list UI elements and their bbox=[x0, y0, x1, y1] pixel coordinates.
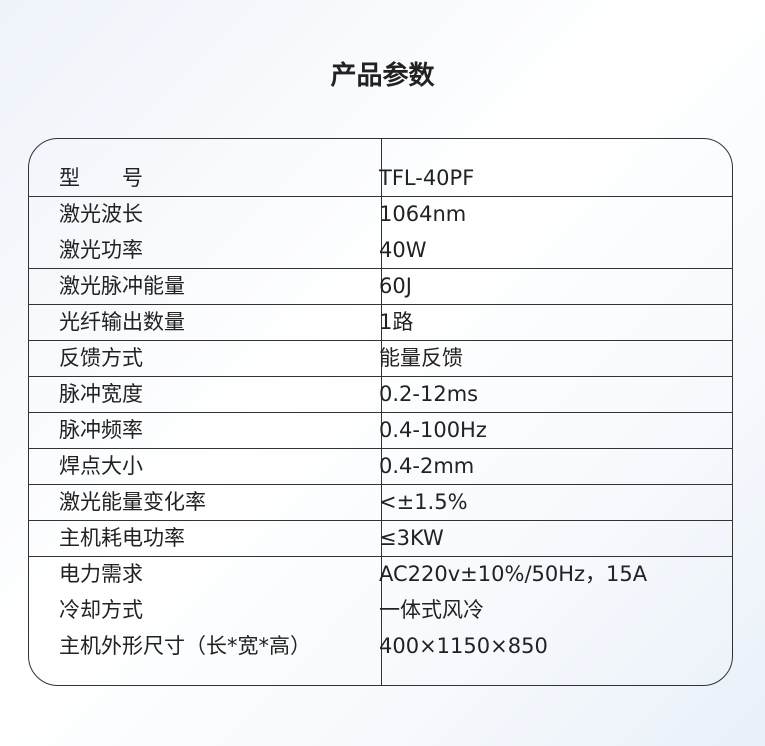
param-name: 激光能量变化率 bbox=[59, 490, 206, 514]
param-value: 60J bbox=[379, 274, 412, 298]
row-separator bbox=[29, 412, 732, 413]
param-value: ≤3KW bbox=[379, 526, 444, 550]
param-name: 型 号 bbox=[59, 166, 143, 190]
param-name: 脉冲宽度 bbox=[59, 382, 143, 406]
param-value: <±1.5% bbox=[379, 490, 468, 514]
row-separator bbox=[29, 556, 732, 557]
param-name: 脉冲频率 bbox=[59, 418, 143, 442]
param-name: 激光功率 bbox=[59, 238, 143, 262]
row-separator bbox=[29, 340, 732, 341]
row-separator bbox=[29, 268, 732, 269]
param-value: AC220v±10%/50Hz，15A bbox=[379, 562, 648, 586]
row-separator bbox=[29, 520, 732, 521]
row-separator bbox=[29, 376, 732, 377]
param-name: 主机外形尺寸（长*宽*高） bbox=[59, 634, 311, 658]
param-value: 1064nm bbox=[379, 202, 467, 226]
param-value: 1路 bbox=[379, 310, 414, 334]
param-value: 0.4-2mm bbox=[379, 454, 475, 478]
param-name: 激光波长 bbox=[59, 202, 143, 226]
param-value: 400×1150×850 bbox=[379, 634, 548, 658]
row-separator bbox=[29, 484, 732, 485]
param-name: 焊点大小 bbox=[59, 454, 143, 478]
param-value: 40W bbox=[379, 238, 427, 262]
param-value: 一体式风冷 bbox=[379, 598, 484, 622]
spec-table: 型 号 TFL-40PF 激光波长 1064nm 激光功率 40W 激光脉冲能量 60J 光纤输… bbox=[28, 138, 733, 686]
param-name: 主机耗电功率 bbox=[59, 526, 185, 550]
param-name: 光纤输出数量 bbox=[59, 310, 185, 334]
param-name: 激光脉冲能量 bbox=[59, 274, 185, 298]
title: 产品参数 bbox=[330, 61, 435, 91]
param-name: 反馈方式 bbox=[59, 346, 143, 370]
param-value: 0.4-100Hz bbox=[379, 418, 487, 442]
param-name: 电力需求 bbox=[59, 562, 143, 586]
param-value: 0.2-12ms bbox=[379, 382, 479, 406]
row-separator bbox=[29, 448, 732, 449]
param-value: 能量反馈 bbox=[379, 346, 463, 370]
param-name: 冷却方式 bbox=[59, 598, 143, 622]
row-separator bbox=[29, 304, 732, 305]
row-separator bbox=[29, 196, 732, 197]
param-value: TFL-40PF bbox=[379, 166, 475, 190]
